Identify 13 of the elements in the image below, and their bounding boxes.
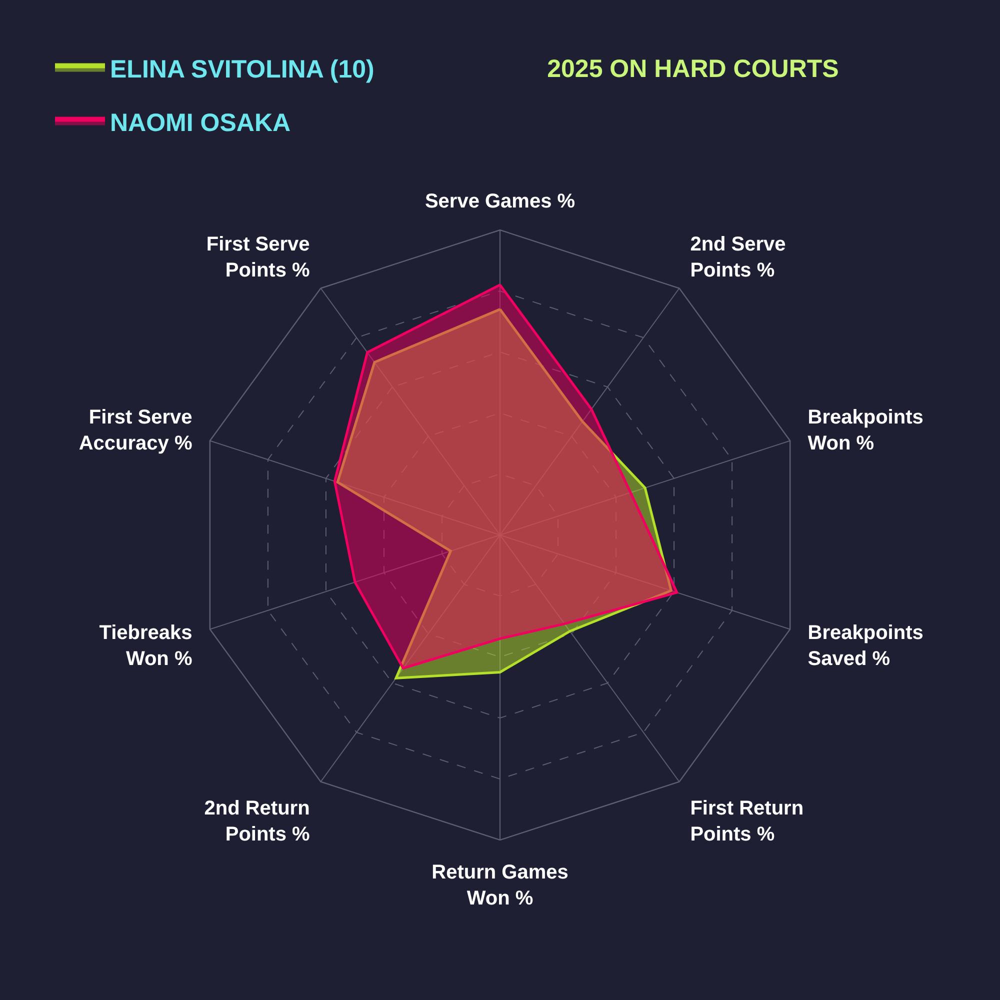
legend-label: NAOMI OSAKA <box>110 109 291 137</box>
spoke-label: Return Games Won % <box>432 862 568 910</box>
spoke-label: Breakpoints Saved % <box>808 622 924 670</box>
spoke-label: Tiebreaks Won % <box>99 622 192 670</box>
spoke-label: 2nd Serve Points % <box>690 234 786 282</box>
chart-title: 2025 ON HARD COURTS <box>547 54 839 83</box>
spoke-label: 2nd Return Points % <box>204 798 310 846</box>
spoke-label: Breakpoints Won % <box>808 406 924 454</box>
legend-label: ELINA SVITOLINA (10) <box>110 56 374 84</box>
spoke-label: First Return Points % <box>690 798 804 846</box>
spoke-label: First Serve Accuracy % <box>78 406 192 454</box>
spoke-label: First Serve Points % <box>206 234 310 282</box>
spoke-label: Serve Games % <box>424 190 576 212</box>
